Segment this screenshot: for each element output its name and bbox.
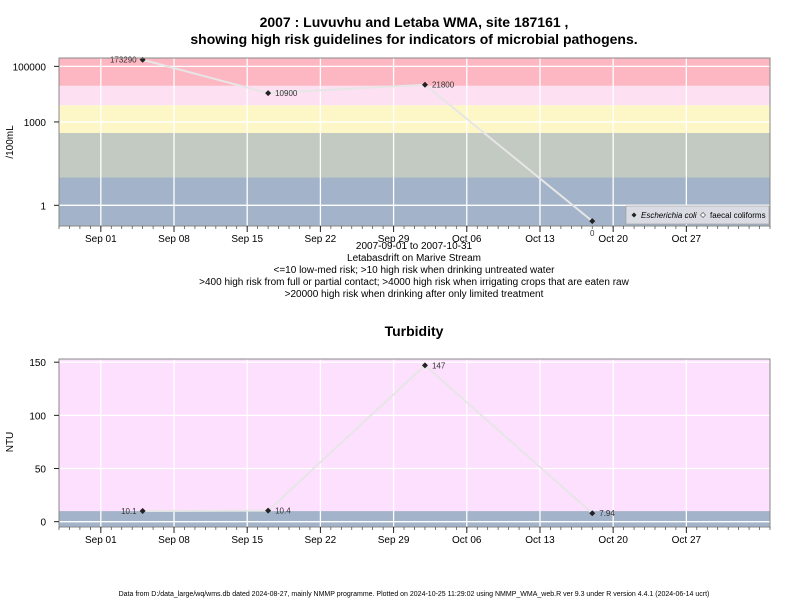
chart1-data-label: 173290 bbox=[110, 56, 137, 65]
chart2-x-tick-label: Oct 27 bbox=[672, 535, 702, 546]
chart1-title-line2: showing high risk guidelines for indicat… bbox=[190, 31, 637, 47]
chart2-data-point bbox=[139, 507, 146, 514]
chart1-axes: Sep 01 Sep 08 Sep 15 Sep 22 Sep 29 Oct 06 Oct … bbox=[13, 62, 771, 245]
chart2-y-tick-label: 100 bbox=[29, 411, 46, 422]
chart1-y-tick-label: 1 bbox=[40, 201, 46, 212]
chart1-note-5: >20000 high risk when drinking after onl… bbox=[285, 289, 544, 300]
chart1-y-axis-label: /100mL bbox=[5, 125, 16, 159]
chart1-data-point bbox=[589, 218, 596, 225]
chart1-data-label: 0 bbox=[590, 229, 595, 238]
chart1-note-3: <=10 low-med risk; >10 high risk when dr… bbox=[274, 265, 556, 276]
chart2-band-1 bbox=[59, 359, 770, 512]
chart1-data-label: 10900 bbox=[275, 89, 298, 98]
chart1-x-tick-label: Oct 20 bbox=[598, 234, 628, 245]
legend-faecal-marker bbox=[700, 212, 706, 218]
chart2-data-point bbox=[265, 507, 272, 514]
chart1-x-tick-label: Sep 29 bbox=[378, 234, 410, 245]
chart2-data-label: 7.94 bbox=[599, 509, 615, 518]
chart2-axes: Sep 01 Sep 08 Sep 15 Sep 22 Sep 29 Oct 06 Oct … bbox=[29, 358, 771, 546]
chart2-data-label: 147 bbox=[432, 361, 446, 370]
chart1-band-3 bbox=[59, 85, 770, 106]
chart1-x-tick-label: Oct 13 bbox=[525, 234, 555, 245]
chart2-y-tick-label: 50 bbox=[35, 465, 47, 476]
chart2-y-tick-label: 150 bbox=[29, 358, 46, 369]
chart2-series: 10.1 10.4 147 7.94 bbox=[121, 361, 615, 518]
chart2-series-line bbox=[142, 364, 593, 514]
chart1-x-tick-label: Sep 22 bbox=[305, 234, 337, 245]
chart1-x-tick-label: Sep 01 bbox=[85, 234, 117, 245]
legend-ecoli-label: Escherichia coli bbox=[641, 211, 697, 220]
chart2-data-label: 10.4 bbox=[275, 507, 291, 516]
chart2-data-point bbox=[589, 510, 596, 517]
footer-note: Data from D:/data_large/wq/wms.db dated … bbox=[119, 591, 710, 598]
chart2-bands bbox=[59, 359, 770, 527]
chart1-band-1 bbox=[59, 132, 770, 178]
chart2-y-tick-label: 0 bbox=[40, 518, 46, 529]
chart2-data-label: 10.1 bbox=[121, 507, 137, 516]
chart2-x-tick-label: Sep 08 bbox=[158, 535, 190, 546]
chart1-y-tick-label: 100000 bbox=[13, 62, 47, 73]
chart1-series-line bbox=[142, 58, 593, 222]
chart2-x-tick-label: Sep 01 bbox=[85, 535, 117, 546]
chart1-x-tick-label: Sep 15 bbox=[231, 234, 263, 245]
chart2-x-tick-label: Oct 13 bbox=[525, 535, 555, 546]
chart1-data-point bbox=[265, 90, 272, 97]
chart1-band-2 bbox=[59, 105, 770, 133]
chart2-x-tick-label: Oct 06 bbox=[452, 535, 482, 546]
chart1-band-4 bbox=[59, 58, 770, 86]
chart1-risk-bands bbox=[59, 58, 770, 226]
chart2-y-axis-label: NTU bbox=[5, 432, 16, 453]
chart2-x-tick-label: Sep 22 bbox=[305, 535, 337, 546]
chart1-note-4: >400 high risk from full or partial cont… bbox=[199, 277, 629, 288]
chart1-note-1: 2007-09-01 to 2007-10-31 bbox=[356, 241, 473, 252]
chart2-data-point bbox=[421, 362, 428, 369]
chart1-legend: Escherichia coli faecal coliforms bbox=[625, 205, 770, 225]
chart1-grid bbox=[59, 58, 770, 226]
chart2-band-0 bbox=[59, 511, 770, 527]
chart1-note-2: Letabasdrift on Marive Stream bbox=[347, 253, 481, 264]
chart1-title-line1: 2007 : Luvuvhu and Letaba WMA, site 1871… bbox=[260, 14, 569, 30]
chart2-x-tick-label: Sep 29 bbox=[378, 535, 410, 546]
chart1-x-tick-label: Oct 27 bbox=[672, 234, 702, 245]
chart2-x-tick-label: Oct 20 bbox=[598, 535, 628, 546]
chart2-x-tick-label: Sep 15 bbox=[231, 535, 263, 546]
chart1-data-point bbox=[421, 81, 428, 88]
chart2-grid bbox=[59, 359, 770, 527]
legend-ecoli-marker bbox=[631, 212, 637, 218]
legend-faecal-label: faecal coliforms bbox=[710, 211, 766, 220]
chart1-x-tick-label: Oct 06 bbox=[452, 234, 482, 245]
chart2-title: Turbidity bbox=[385, 323, 444, 339]
chart1-data-label: 21800 bbox=[432, 81, 455, 90]
chart1-x-tick-label: Sep 08 bbox=[158, 234, 190, 245]
chart1-y-tick-label: 1000 bbox=[24, 118, 47, 129]
